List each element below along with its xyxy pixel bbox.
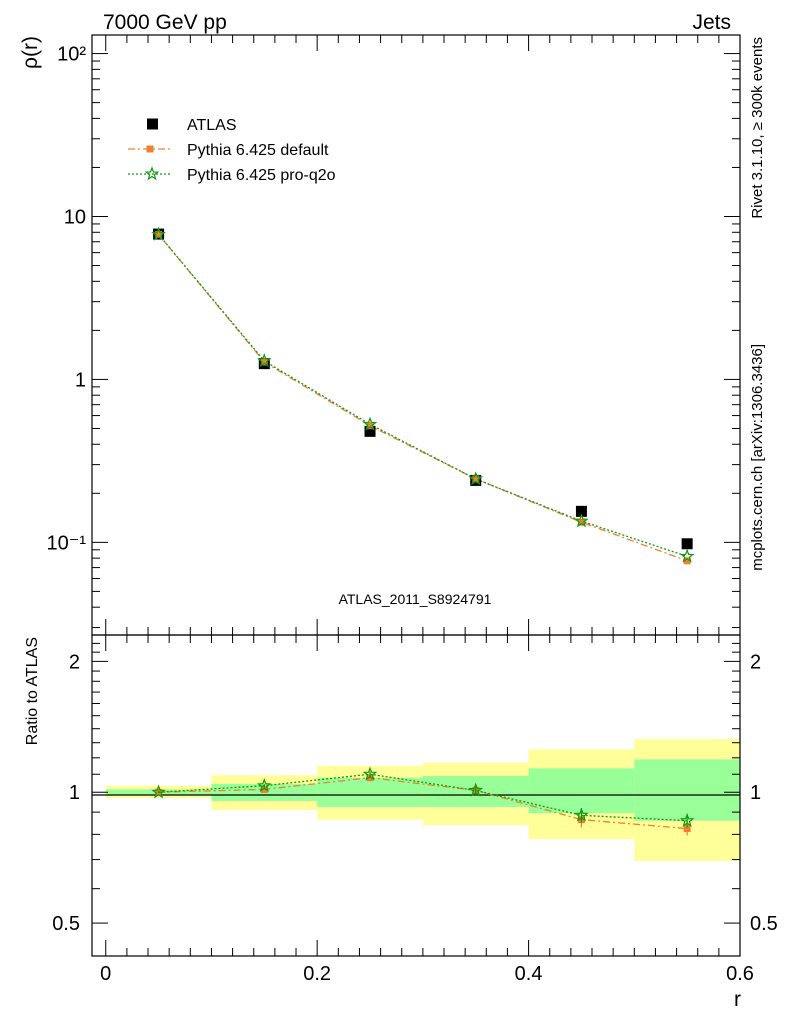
ratio-pro-q2o-marker — [256, 778, 272, 792]
x-tick-label: 0.6 — [726, 963, 754, 985]
main-axis-ticks — [92, 35, 741, 635]
ratio-default-line — [158, 777, 688, 830]
ratio-y-tick-label-right: 2 — [750, 651, 761, 673]
pro-q2o-marker — [151, 226, 166, 241]
ratio-default-marker — [366, 774, 374, 782]
pro-q2o-marker — [256, 353, 272, 368]
ratio-default-marker — [260, 785, 268, 793]
header-right-title: Jets — [692, 11, 731, 34]
legend-pro-q2o-marker — [144, 166, 160, 181]
legend-default-marker — [146, 145, 154, 153]
ratio-y-tick-label-left: 1 — [69, 782, 80, 804]
analysis-watermark: ATLAS_2011_S8924791 — [339, 591, 492, 607]
legend-pro-q2o-label: Pythia 6.425 pro-q2o — [187, 167, 336, 184]
pro-q2o-marker — [679, 548, 695, 563]
default-line — [158, 234, 688, 562]
ratio-pro-q2o-marker — [574, 807, 589, 822]
ratio-pro-q2o-marker — [151, 784, 166, 799]
ratio-series-layer — [151, 766, 695, 836]
main-y-tick-label: 10 — [64, 206, 86, 228]
main-series-layer — [151, 226, 695, 565]
main-y-tick-label: 10⁻¹ — [47, 532, 87, 554]
ratio-panel-frame — [91, 634, 741, 957]
ratio-band-inner — [528, 768, 635, 814]
pro-q2o-marker — [468, 471, 484, 486]
legend-atlas-label: ATLAS — [187, 117, 237, 134]
main-y-tick-label: 10² — [57, 44, 86, 66]
ratio-pro-q2o-marker — [468, 782, 484, 797]
atlas-marker — [575, 505, 587, 517]
default-marker — [472, 475, 480, 483]
pro-q2o-marker — [574, 513, 589, 528]
ratio-panel: 0 0.2 0.4 0.6 0.5 0.5 1 1 2 2 Ratio to ATLAS r — [24, 634, 778, 1011]
default-marker — [683, 557, 691, 565]
rivet-version-label: Rivet 3.1.10, ≥ 300k events — [749, 37, 766, 219]
ratio-band-inner — [634, 759, 740, 821]
ratio-pro-q2o-marker — [679, 813, 695, 827]
pro-q2o-marker — [362, 416, 378, 431]
legend: ATLAS Pythia 6.425 default Pythia 6.425 pr… — [128, 117, 336, 184]
ratio-pro-q2o-line — [158, 773, 688, 822]
ratio-tick-labels: 0 0.2 0.4 0.6 0.5 0.5 1 1 2 2 — [52, 651, 778, 985]
default-marker — [155, 231, 163, 239]
source-label: mcplots.cern.ch [arXiv:1306.3436] — [749, 344, 766, 571]
ratio-band-inner — [317, 777, 423, 807]
default-marker — [366, 422, 374, 430]
ratio-default-marker — [683, 825, 691, 833]
main-tick-labels: 10⁻¹ 1 10 10² — [47, 44, 87, 555]
main-panel: 10⁻¹ 1 10 10² ρ(r) ATLAS_2011_S8924791 ATLA… — [19, 34, 741, 636]
x-tick-label: 0.2 — [303, 963, 331, 985]
ratio-axis-ticks — [92, 635, 741, 956]
header-left-title: 7000 GeV pp — [103, 11, 227, 34]
ratio-y-tick-label-left: 0.5 — [52, 913, 80, 935]
atlas-marker — [681, 538, 693, 550]
default-marker — [260, 358, 268, 366]
ratio-pro-q2o-marker — [362, 766, 378, 781]
x-tick-label: 0.4 — [515, 963, 543, 985]
ratio-y-axis-label: Ratio to ATLAS — [24, 637, 41, 745]
main-y-axis-label: ρ(r) — [19, 36, 42, 69]
atlas-marker — [364, 425, 376, 437]
legend-atlas-marker — [147, 118, 158, 130]
legend-default-label: Pythia 6.425 default — [187, 142, 329, 159]
default-marker — [577, 518, 585, 526]
ratio-y-tick-label-right: 1 — [750, 782, 761, 804]
ratio-y-tick-label-left: 2 — [69, 651, 80, 673]
x-tick-label: 0 — [100, 963, 111, 985]
ratio-y-tick-label-right: 0.5 — [750, 913, 778, 935]
pro-q2o-line — [158, 234, 688, 558]
x-axis-label: r — [734, 988, 741, 1011]
main-y-tick-label: 1 — [75, 369, 86, 391]
